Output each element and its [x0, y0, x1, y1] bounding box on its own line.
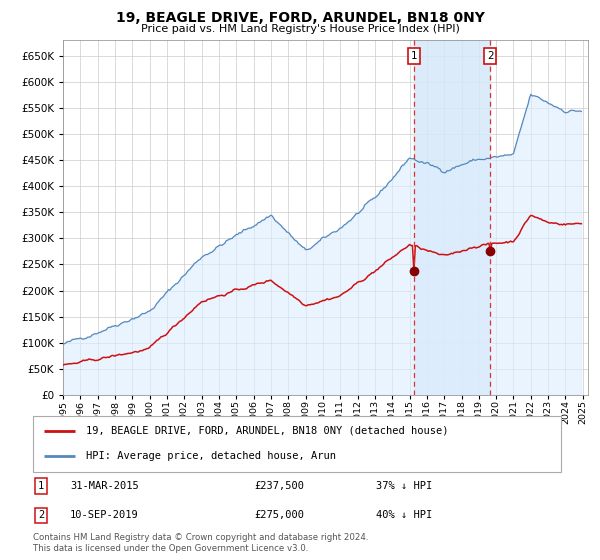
Text: 40% ↓ HPI: 40% ↓ HPI — [376, 511, 433, 520]
Text: 2: 2 — [487, 51, 494, 61]
Text: 19, BEAGLE DRIVE, FORD, ARUNDEL, BN18 0NY (detached house): 19, BEAGLE DRIVE, FORD, ARUNDEL, BN18 0N… — [86, 426, 448, 436]
Text: 19, BEAGLE DRIVE, FORD, ARUNDEL, BN18 0NY: 19, BEAGLE DRIVE, FORD, ARUNDEL, BN18 0N… — [116, 11, 484, 25]
FancyBboxPatch shape — [33, 416, 561, 472]
Text: 10-SEP-2019: 10-SEP-2019 — [70, 511, 139, 520]
Text: Price paid vs. HM Land Registry's House Price Index (HPI): Price paid vs. HM Land Registry's House … — [140, 24, 460, 34]
Text: 1: 1 — [38, 482, 44, 491]
Text: £275,000: £275,000 — [255, 511, 305, 520]
Text: 31-MAR-2015: 31-MAR-2015 — [70, 482, 139, 491]
Text: Contains HM Land Registry data © Crown copyright and database right 2024.
This d: Contains HM Land Registry data © Crown c… — [33, 533, 368, 553]
Text: 1: 1 — [410, 51, 417, 61]
Text: 37% ↓ HPI: 37% ↓ HPI — [376, 482, 433, 491]
Text: 2: 2 — [38, 511, 44, 520]
Bar — [414, 40, 490, 395]
Text: HPI: Average price, detached house, Arun: HPI: Average price, detached house, Arun — [86, 451, 336, 461]
Text: £237,500: £237,500 — [255, 482, 305, 491]
